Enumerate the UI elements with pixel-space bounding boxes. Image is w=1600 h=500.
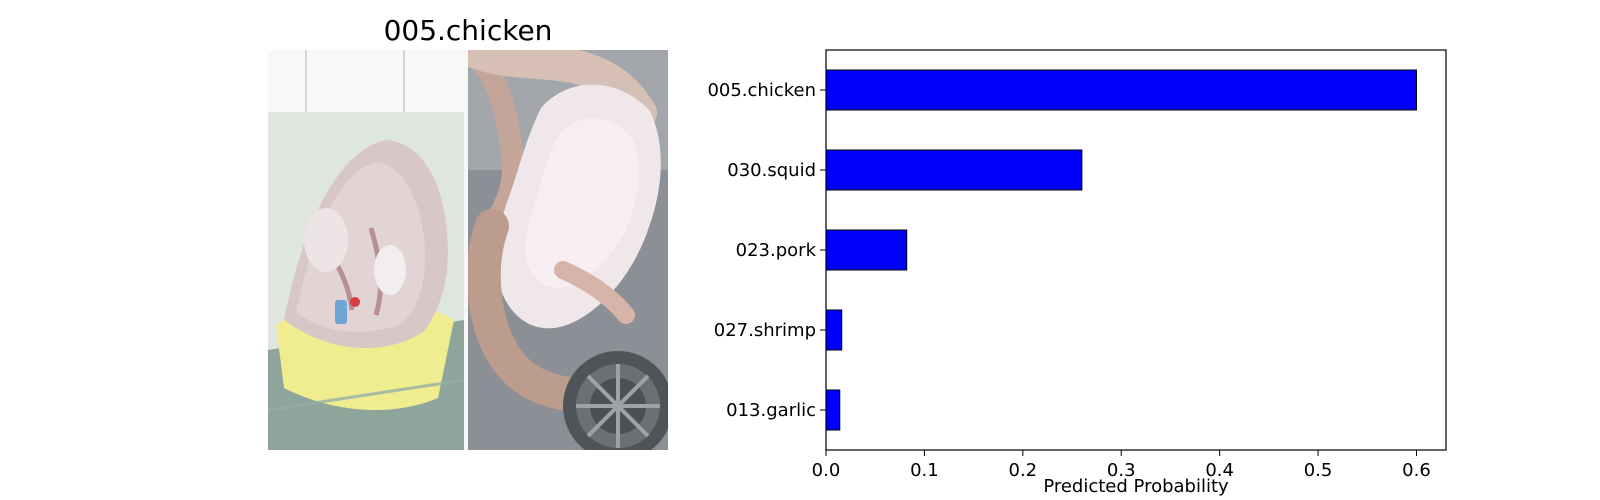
chicken-photo-panel bbox=[268, 50, 668, 450]
x-tick-label-3: 0.3 bbox=[1107, 460, 1136, 481]
x-tick-label-2: 0.2 bbox=[1009, 460, 1038, 481]
x-tick-label-0: 0.0 bbox=[812, 460, 841, 481]
y-tick-label-027-shrimp: 027.shrimp bbox=[714, 320, 816, 341]
image-title: 005.chicken bbox=[383, 14, 553, 47]
bar-027-shrimp bbox=[825, 309, 843, 351]
x-tick-label-6: 0.6 bbox=[1402, 460, 1431, 481]
chicken-photo-right bbox=[468, 50, 668, 450]
bar-005-chicken bbox=[825, 69, 1417, 111]
chicken-handling-illustration bbox=[468, 50, 668, 450]
bar-013-garlic bbox=[825, 389, 841, 431]
y-tick-label-013-garlic: 013.garlic bbox=[726, 400, 816, 421]
bar-023-pork bbox=[825, 229, 908, 271]
x-tick-label-1: 0.1 bbox=[910, 460, 939, 481]
x-tick-label-4: 0.4 bbox=[1205, 460, 1234, 481]
chicken-tray-illustration bbox=[268, 50, 464, 450]
x-tick-label-5: 0.5 bbox=[1304, 460, 1333, 481]
chicken-photo-left bbox=[268, 50, 464, 450]
chart-root: Predicted Probability 005.chicken 030.squ… bbox=[707, 49, 1447, 497]
y-tick-label-023-pork: 023.pork bbox=[736, 240, 817, 261]
bar-030-squid bbox=[825, 149, 1083, 191]
y-tick-label-005-chicken: 005.chicken bbox=[707, 80, 816, 101]
photo-divider bbox=[464, 50, 468, 450]
x-axis-label: Predicted Probability bbox=[1043, 476, 1229, 497]
y-tick-label-030-squid: 030.squid bbox=[727, 160, 816, 181]
